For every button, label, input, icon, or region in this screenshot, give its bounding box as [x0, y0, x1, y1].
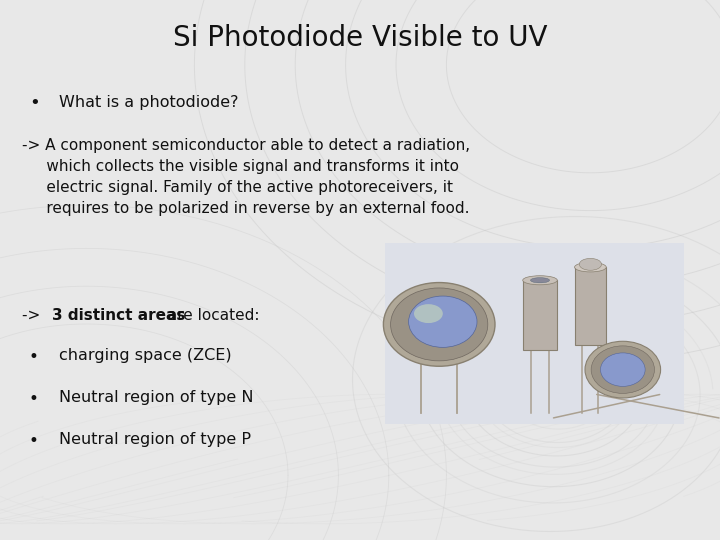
Ellipse shape	[390, 288, 488, 361]
FancyBboxPatch shape	[385, 243, 684, 424]
FancyBboxPatch shape	[523, 280, 557, 350]
Text: •: •	[29, 432, 39, 450]
Text: 3 distinct areas: 3 distinct areas	[52, 308, 185, 323]
Ellipse shape	[523, 276, 557, 285]
Text: are located:: are located:	[163, 308, 260, 323]
Ellipse shape	[591, 346, 654, 393]
Text: charging space (ZCE): charging space (ZCE)	[59, 348, 232, 363]
Text: •: •	[29, 348, 39, 366]
Ellipse shape	[600, 353, 645, 387]
FancyBboxPatch shape	[575, 267, 606, 346]
Text: •: •	[29, 94, 40, 112]
Text: Neutral region of type N: Neutral region of type N	[59, 390, 253, 405]
Ellipse shape	[585, 341, 660, 398]
Ellipse shape	[580, 258, 601, 270]
Ellipse shape	[414, 304, 443, 323]
Text: Si Photodiode Visible to UV: Si Photodiode Visible to UV	[173, 24, 547, 52]
Ellipse shape	[383, 282, 495, 366]
Ellipse shape	[409, 296, 477, 347]
Text: What is a photodiode?: What is a photodiode?	[59, 94, 238, 110]
Text: -> A component semiconductor able to detect a radiation,
     which collects the: -> A component semiconductor able to det…	[22, 138, 469, 215]
Text: •: •	[29, 390, 39, 408]
Ellipse shape	[575, 262, 606, 272]
Text: ->: ->	[22, 308, 45, 323]
Ellipse shape	[531, 278, 549, 283]
Text: Neutral region of type P: Neutral region of type P	[59, 432, 251, 447]
